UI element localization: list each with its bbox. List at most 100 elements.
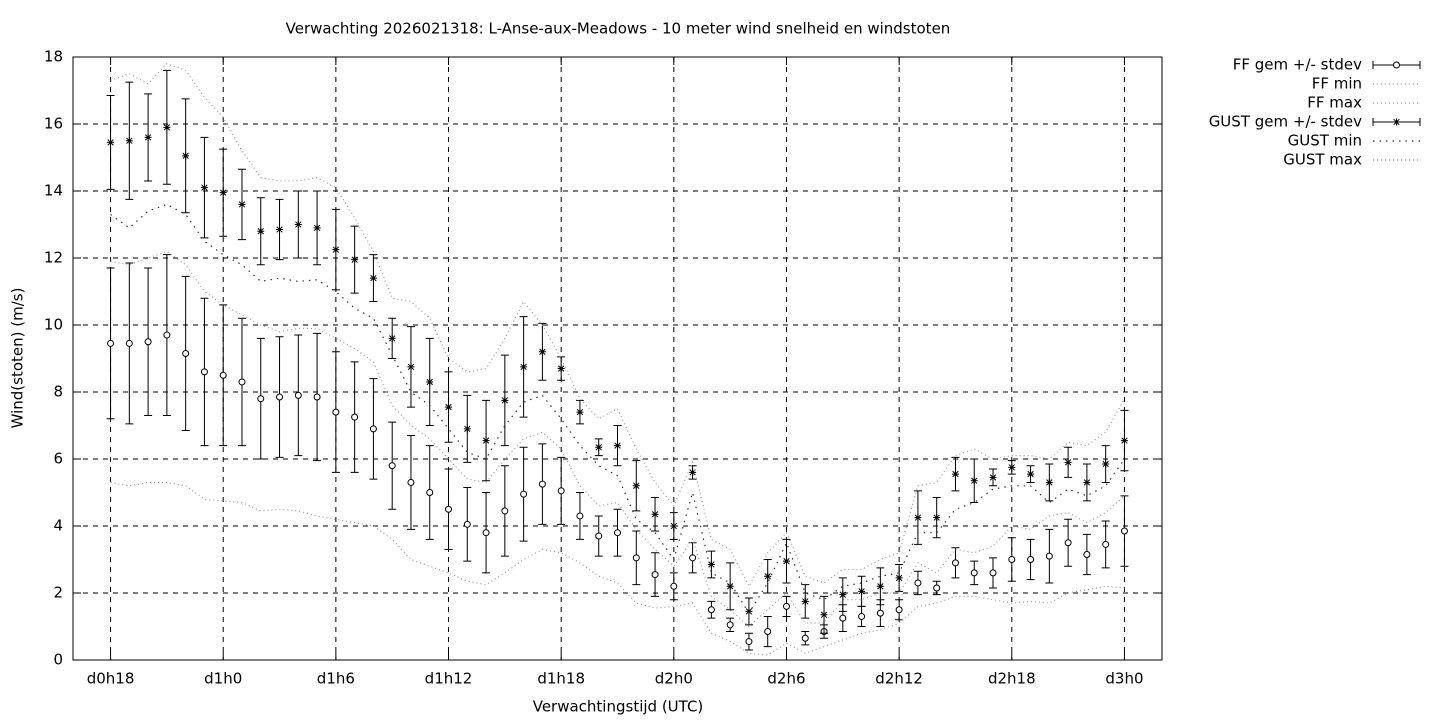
marker <box>782 602 790 610</box>
marker <box>707 561 715 569</box>
marker <box>407 363 415 371</box>
marker <box>107 138 115 146</box>
marker <box>388 462 396 470</box>
marker <box>1027 556 1035 563</box>
x-tick-label: d2h6 <box>767 670 805 688</box>
marker <box>557 487 565 495</box>
marker <box>632 482 640 490</box>
marker <box>632 554 640 562</box>
legend-label: GUST min <box>1288 132 1362 150</box>
marker <box>182 349 190 357</box>
y-axis-label: Wind(stoten) (m/s) <box>9 288 27 429</box>
marker <box>951 559 959 567</box>
marker <box>1064 458 1072 466</box>
marker <box>276 393 284 401</box>
marker <box>1027 470 1035 478</box>
marker <box>801 634 809 642</box>
marker <box>1102 540 1110 548</box>
marker <box>858 612 866 620</box>
legend-label: FF min <box>1312 75 1362 93</box>
marker <box>238 200 246 208</box>
marker <box>144 133 152 141</box>
marker <box>238 378 246 386</box>
y-tick-label: 14 <box>44 182 63 200</box>
marker <box>726 621 734 629</box>
marker <box>557 365 565 373</box>
marker <box>520 490 528 498</box>
marker <box>745 638 753 646</box>
marker <box>764 628 772 636</box>
marker <box>369 425 377 433</box>
chart-title: Verwachting 2026021318: L-Anse-aux-Meado… <box>286 20 951 38</box>
marker <box>426 489 434 496</box>
marker <box>219 189 227 197</box>
marker <box>689 554 697 562</box>
y-tick-label: 6 <box>53 450 63 468</box>
marker <box>914 514 922 522</box>
legend-label: GUST max <box>1283 151 1362 169</box>
marker <box>426 378 434 386</box>
marker <box>651 571 659 579</box>
marker <box>745 607 753 615</box>
legend-label: GUST gem +/- stdev <box>1209 113 1362 131</box>
marker <box>914 579 922 587</box>
marker <box>876 609 884 617</box>
marker <box>595 443 603 451</box>
marker <box>576 408 584 416</box>
marker <box>276 226 284 234</box>
marker <box>689 468 697 476</box>
marker <box>369 274 377 282</box>
marker <box>200 184 208 192</box>
x-tick-label: d1h18 <box>537 670 585 688</box>
marker <box>970 477 978 485</box>
marker <box>313 224 321 232</box>
marker <box>970 569 978 577</box>
marker <box>895 606 903 614</box>
marker <box>1120 437 1128 445</box>
marker <box>670 522 678 530</box>
marker <box>482 529 490 537</box>
marker <box>858 587 866 595</box>
marker <box>125 339 133 347</box>
marker <box>351 413 359 421</box>
x-tick-label: d2h12 <box>875 670 923 688</box>
plot-frame <box>72 56 1163 661</box>
x-tick-label: d1h6 <box>317 670 355 688</box>
marker <box>707 606 715 614</box>
y-tick-label: 10 <box>44 316 63 334</box>
marker <box>1393 61 1400 69</box>
marker <box>933 514 941 522</box>
marker <box>1045 478 1053 486</box>
marker <box>895 574 903 582</box>
y-tick-label: 2 <box>53 584 63 602</box>
marker <box>782 557 790 565</box>
x-axis-label: Verwachtingstijd (UTC) <box>533 698 704 716</box>
marker <box>1045 552 1053 560</box>
marker <box>463 520 471 528</box>
marker <box>294 391 302 399</box>
marker <box>407 478 415 486</box>
series-line <box>110 250 1125 628</box>
marker <box>876 582 884 590</box>
marker <box>614 529 621 537</box>
marker <box>989 569 997 577</box>
marker <box>294 221 302 228</box>
marker <box>576 512 584 520</box>
x-tick-label: d2h18 <box>988 670 1036 688</box>
marker <box>219 371 227 379</box>
marker <box>257 395 265 403</box>
marker <box>332 408 340 416</box>
marker <box>163 331 171 339</box>
y-tick-label: 4 <box>53 517 63 535</box>
y-tick-label: 16 <box>44 115 63 133</box>
series-line <box>110 481 1125 656</box>
marker <box>1008 556 1016 563</box>
marker <box>670 582 678 590</box>
marker <box>501 507 509 515</box>
marker <box>1083 550 1091 558</box>
x-tick-label: d2h0 <box>655 670 693 688</box>
marker <box>651 510 659 518</box>
marker <box>107 339 115 347</box>
y-tick-label: 12 <box>44 249 63 267</box>
